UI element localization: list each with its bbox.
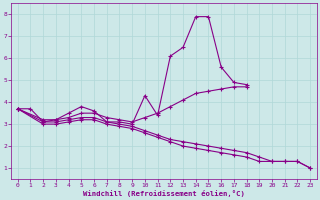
X-axis label: Windchill (Refroidissement éolien,°C): Windchill (Refroidissement éolien,°C) (83, 190, 245, 197)
